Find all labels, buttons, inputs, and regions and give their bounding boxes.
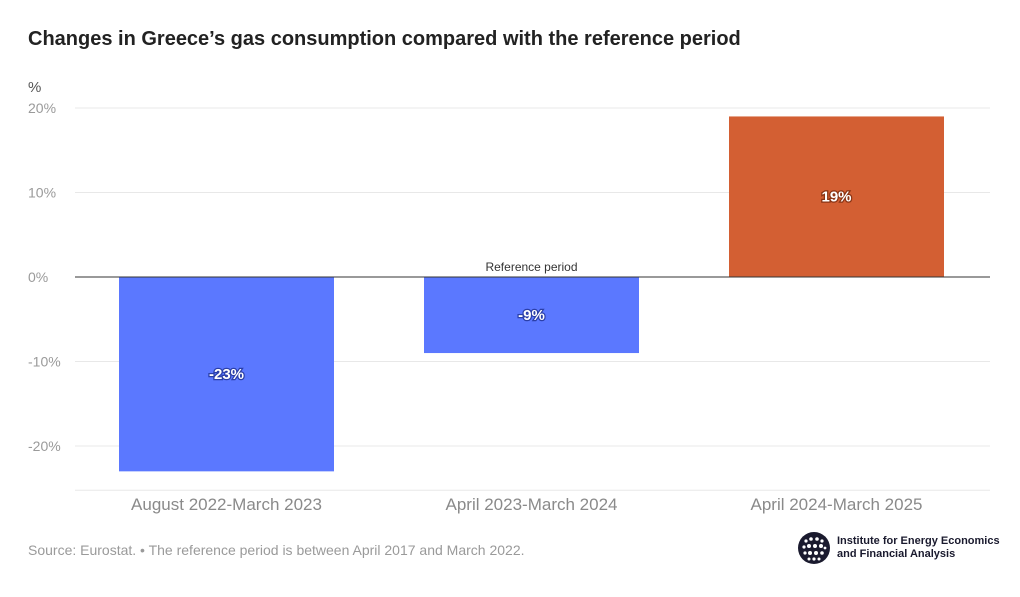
y-tick-label: -10% — [28, 354, 61, 370]
data-label: -23% — [209, 366, 244, 383]
y-tick-label: -20% — [28, 438, 61, 454]
iee-fa-logo[interactable]: Institute for Energy Economics and Finan… — [797, 531, 1000, 565]
bar-3[interactable] — [729, 116, 944, 277]
x-tick-label: April 2024-March 2025 — [751, 495, 923, 514]
chart-title: Changes in Greece’s gas consumption comp… — [28, 28, 741, 50]
y-tick-label: 0% — [28, 269, 48, 285]
logo-line-1: Institute for Energy Economics — [837, 535, 1000, 547]
y-axis-unit: % — [28, 79, 41, 96]
bar-2[interactable] — [424, 277, 639, 354]
x-tick-label: August 2022-March 2023 — [131, 495, 322, 514]
y-tick-label: 20% — [28, 100, 56, 116]
globe-icon — [798, 532, 830, 564]
reference-period-annotation: Reference period — [485, 260, 577, 274]
source-note: Source: Eurostat. • The reference period… — [28, 542, 525, 558]
data-label: -9% — [518, 307, 545, 324]
y-tick-label: 10% — [28, 185, 56, 201]
bar-1[interactable] — [119, 277, 334, 472]
logo-line-2: and Financial Analysis — [837, 548, 956, 560]
data-label: 19% — [821, 189, 851, 206]
x-tick-label: April 2023-March 2024 — [446, 495, 618, 514]
